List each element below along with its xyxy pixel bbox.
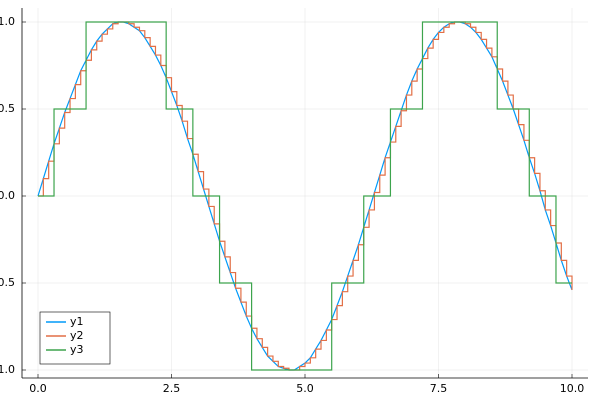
y-tick-label: 1.0 <box>0 15 15 28</box>
y-tick-label: -0.5 <box>0 276 15 289</box>
legend-label: y3 <box>70 343 84 356</box>
x-tick-label: 5.0 <box>296 382 314 395</box>
x-tick-label: 0.0 <box>29 382 47 395</box>
y-tick-label: 0.0 <box>0 189 15 202</box>
series-line <box>38 21 573 371</box>
y-tick-label: -1.0 <box>0 363 15 376</box>
legend-box <box>39 311 111 365</box>
x-tick-label: 7.5 <box>430 382 448 395</box>
legend-label: y2 <box>70 329 84 342</box>
legend-label: y1 <box>70 315 84 328</box>
series-line <box>38 21 572 371</box>
x-tick-label: 10.0 <box>560 382 585 395</box>
x-tick-label: 2.5 <box>163 382 181 395</box>
y-tick-label: 0.5 <box>0 102 15 115</box>
